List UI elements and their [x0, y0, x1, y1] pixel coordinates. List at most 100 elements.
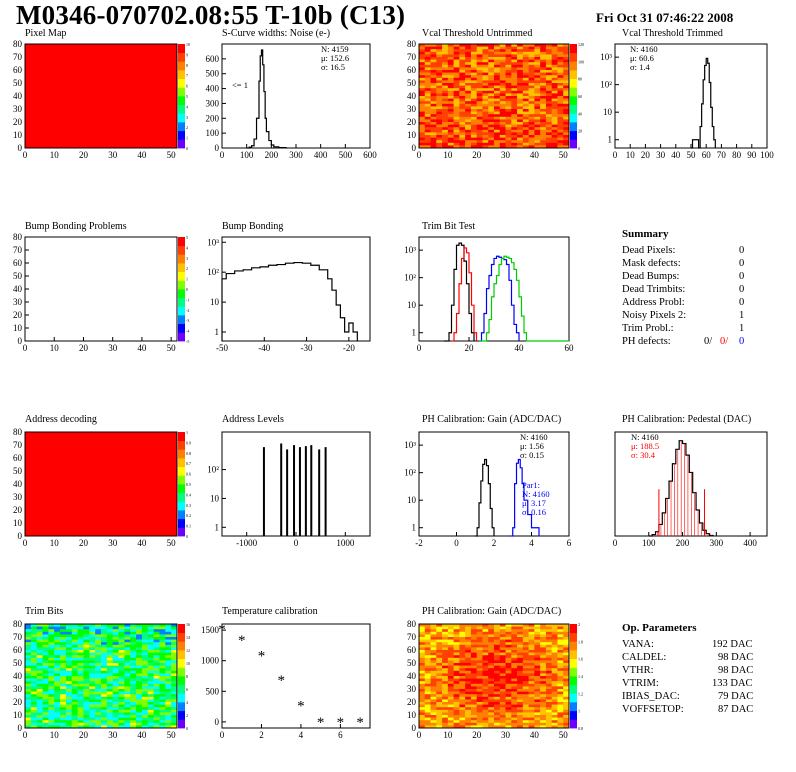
heatmap-cell	[48, 691, 55, 695]
heatmap-cell	[159, 668, 166, 672]
heatmap-cell	[42, 650, 49, 653]
heatmap-cell	[112, 663, 119, 666]
color-bar-label: 10	[186, 661, 190, 666]
heatmap-cell	[465, 704, 472, 708]
heatmap-cell	[77, 637, 84, 640]
heatmap-cell	[65, 678, 73, 682]
heatmap-cell	[551, 88, 558, 92]
heatmap-cell	[505, 717, 512, 721]
heatmap-cell	[545, 624, 552, 627]
x-tick-label: 60	[565, 343, 575, 353]
heatmap-cell	[545, 683, 552, 687]
heatmap-cell	[83, 720, 90, 724]
heatmap-cell	[424, 707, 431, 711]
heatmap-cell	[551, 140, 558, 144]
heatmap-cell	[563, 704, 570, 708]
heatmap-cell	[419, 119, 426, 123]
heatmap-cell	[465, 59, 472, 63]
heatmap-cell	[106, 673, 113, 677]
heatmap-cell	[465, 717, 472, 721]
heatmap-cell	[436, 80, 443, 84]
heatmap-cell	[545, 72, 552, 76]
heatmap-cell	[534, 629, 541, 633]
heatmap-cell	[42, 631, 49, 635]
x-tick-label: 30	[501, 730, 511, 740]
heatmap-cell	[534, 712, 541, 716]
summary-label: Mask defects:	[622, 258, 681, 269]
heatmap-cell	[511, 725, 518, 729]
heatmap-cell	[499, 665, 506, 669]
heatmap-cell	[505, 676, 512, 679]
heatmap-cell	[101, 715, 108, 718]
heatmap-cell	[83, 702, 90, 705]
heatmap-cell	[470, 114, 477, 118]
heatmap-cell	[465, 707, 472, 711]
heatmap-cell	[424, 80, 431, 84]
heatmap-cell	[101, 634, 108, 638]
heatmap-cell	[534, 722, 541, 726]
heatmap-cell	[534, 75, 541, 79]
heatmap-cell	[147, 670, 154, 674]
heatmap-cell	[534, 678, 541, 682]
heatmap-cell	[65, 624, 73, 627]
heatmap-cell	[25, 655, 32, 659]
heatmap-cell	[470, 64, 477, 68]
heatmap-cell	[534, 670, 541, 674]
heatmap-cell	[453, 696, 460, 700]
heatmap-cell	[424, 57, 431, 60]
heatmap-cell	[534, 650, 541, 653]
heatmap-cell	[540, 704, 547, 708]
heatmap-cell	[453, 709, 460, 713]
heatmap-cell	[494, 140, 501, 144]
heatmap-cell	[540, 663, 547, 666]
heatmap-cell	[459, 668, 466, 672]
heatmap-cell	[465, 650, 472, 653]
color-bar-step	[178, 78, 185, 88]
heatmap-cell	[499, 637, 506, 640]
color-bar-label: 0	[186, 146, 188, 151]
heatmap-cell	[499, 725, 506, 729]
heatmap-cell	[482, 709, 489, 713]
heatmap-cell	[124, 707, 131, 711]
color-bar-step	[178, 280, 185, 290]
heatmap-cell	[136, 715, 143, 718]
color-bar-step	[570, 710, 577, 720]
heatmap-cell	[419, 650, 426, 653]
heatmap-cell	[476, 652, 483, 656]
heatmap-cell	[447, 631, 454, 635]
heatmap-cell	[419, 655, 426, 659]
heatmap-cell	[551, 49, 558, 53]
heatmap-cell	[89, 665, 96, 669]
heatmap-cell	[77, 626, 84, 630]
heatmap-cell	[465, 114, 472, 118]
heatmap-cell	[528, 109, 535, 112]
heatmap-cell	[112, 650, 119, 653]
heatmap-cell	[419, 673, 426, 677]
heatmap-cell	[447, 655, 454, 659]
heatmap-cell	[459, 634, 466, 638]
y-tick-label: 1	[215, 327, 220, 337]
heatmap-cell	[517, 51, 524, 55]
heatmap-cell	[159, 681, 166, 685]
heatmap-cell	[130, 691, 137, 695]
heatmap-cell	[459, 132, 466, 136]
heatmap-cell	[436, 722, 443, 726]
heatmap-cell	[436, 665, 443, 669]
heatmap-cell	[54, 657, 61, 661]
heatmap-cell	[517, 644, 524, 648]
heatmap-cell	[124, 629, 131, 633]
color-bar-label: 2	[186, 266, 188, 271]
heatmap-cell	[494, 644, 501, 648]
summary-value: 0	[739, 245, 745, 256]
heatmap-cell	[453, 137, 460, 141]
heatmap-cell	[95, 712, 102, 716]
heatmap-cell	[453, 44, 460, 47]
heatmap-cell	[470, 650, 477, 653]
heatmap-cell	[106, 663, 113, 666]
heatmap-cell	[436, 90, 443, 94]
heatmap-cell	[65, 707, 73, 711]
heatmap-cell	[71, 715, 78, 718]
heatmap-cell	[540, 44, 547, 47]
heatmap-cell	[511, 704, 518, 708]
heatmap-cell	[511, 652, 518, 656]
